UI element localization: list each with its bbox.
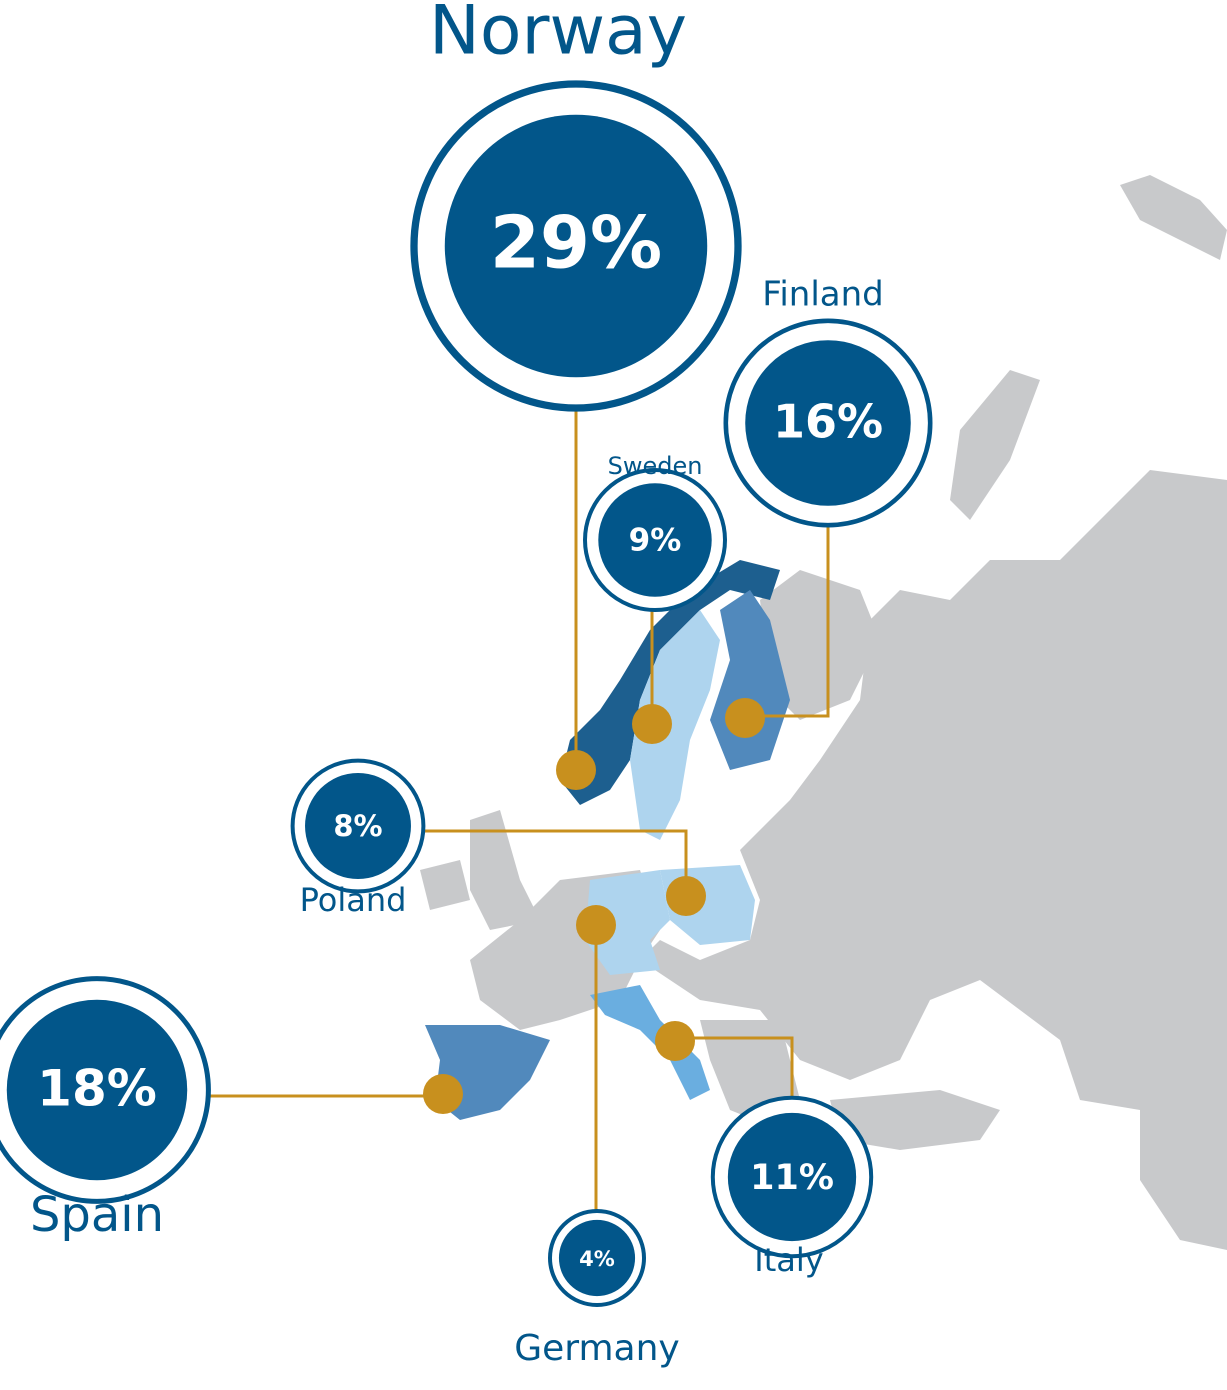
kola-island bbox=[950, 370, 1040, 520]
connector bbox=[410, 829, 688, 896]
share-label: 4% bbox=[579, 1247, 615, 1271]
country-name: Italy bbox=[754, 1241, 823, 1279]
bubble bbox=[6, 999, 188, 1181]
connector bbox=[675, 1036, 794, 1120]
bubble bbox=[727, 1112, 857, 1242]
landmass-east bbox=[640, 470, 1227, 1250]
overlays: 29% Norway 16% Finland 9% Sweden 8% Poland 18% Sp… bbox=[0, 0, 933, 1369]
connector bbox=[745, 510, 830, 718]
country-name: Germany bbox=[514, 1328, 679, 1369]
ireland bbox=[420, 860, 470, 910]
country-name: Spain bbox=[30, 1187, 164, 1243]
norway-shape bbox=[560, 560, 780, 805]
share-label: 16% bbox=[773, 395, 883, 449]
location-dot bbox=[556, 750, 596, 790]
landmass-north bbox=[760, 570, 880, 720]
location-dot bbox=[725, 698, 765, 738]
britain bbox=[470, 810, 540, 930]
bubble bbox=[444, 114, 708, 378]
country-name: Finland bbox=[762, 275, 884, 315]
germany-shape bbox=[585, 870, 670, 975]
bubble bbox=[558, 1219, 636, 1297]
country-name: Poland bbox=[300, 881, 407, 919]
novaya-zemlya bbox=[1120, 175, 1227, 260]
bubble bbox=[745, 340, 911, 506]
share-label: 11% bbox=[750, 1158, 834, 1198]
share-label: 29% bbox=[490, 201, 662, 285]
location-dot bbox=[576, 905, 616, 945]
country-name: Norway bbox=[429, 0, 687, 71]
share-label: 18% bbox=[37, 1060, 157, 1118]
country-name: Sweden bbox=[608, 452, 703, 480]
turkey bbox=[830, 1090, 1000, 1150]
bubble bbox=[305, 773, 411, 879]
bubble bbox=[598, 483, 712, 597]
italy-shape bbox=[590, 985, 710, 1100]
share-label: 9% bbox=[629, 523, 682, 559]
location-dot bbox=[655, 1021, 695, 1061]
location-dot bbox=[423, 1074, 463, 1114]
location-dot bbox=[666, 876, 706, 916]
sweden-shape bbox=[630, 610, 720, 840]
share-label: 8% bbox=[333, 809, 382, 843]
location-dot bbox=[632, 704, 672, 744]
